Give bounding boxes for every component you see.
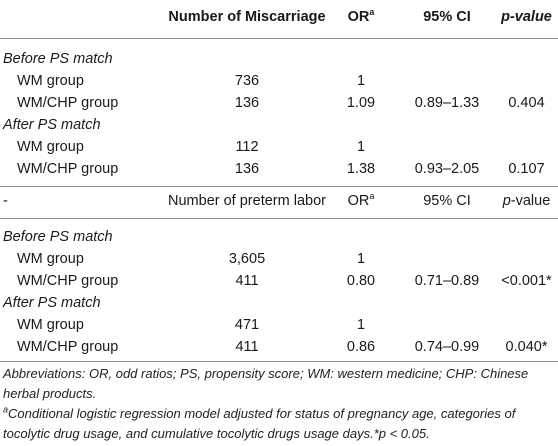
row-or: 1 <box>356 73 366 89</box>
subheader-number-preterm: Number of preterm labor <box>168 193 326 209</box>
section-after-ps-match: After PS match <box>3 117 101 133</box>
row-group: WM group <box>17 317 84 333</box>
section-label: After PS match <box>0 292 558 314</box>
table-row: WM group 112 1 <box>0 136 558 158</box>
table-row: WM group 736 1 <box>0 70 558 92</box>
row-or: 1 <box>356 317 366 333</box>
row-count: 736 <box>234 73 260 89</box>
row-count: 136 <box>234 95 260 111</box>
row-group: WM/CHP group <box>17 95 119 111</box>
subheader-rule <box>0 218 558 219</box>
row-pvalue: <0.001* <box>501 273 552 289</box>
row-or: 0.80 <box>346 273 376 289</box>
table-row: WM/CHP group 411 0.80 0.71–0.89 <0.001* <box>0 270 558 292</box>
section-label: Before PS match <box>0 226 558 248</box>
row-ci: 0.71–0.89 <box>414 273 480 289</box>
table-header: Number of Miscarriage ORa 95% CI p-value <box>0 6 558 28</box>
row-group: WM group <box>17 73 84 89</box>
subheader-or: ORa <box>336 190 386 212</box>
subheader-or-label: OR <box>347 193 370 209</box>
header-pvalue: p-value <box>501 9 552 25</box>
subheader-ci: 95% CI <box>423 193 471 209</box>
row-group: WM group <box>17 139 84 155</box>
table-row: WM group 471 1 <box>0 314 558 336</box>
table-row: WM/CHP group 136 1.38 0.93–2.05 0.107 <box>0 158 558 180</box>
section-label: After PS match <box>0 114 558 136</box>
row-ci: 0.93–2.05 <box>414 161 480 177</box>
section-before-ps-match: Before PS match <box>3 51 113 67</box>
section-rule <box>0 186 558 187</box>
row-count: 136 <box>234 161 260 177</box>
abbreviations-note: Abbreviations: OR, odd ratios; PS, prope… <box>3 366 529 401</box>
row-group: WM/CHP group <box>17 161 119 177</box>
header-number-miscarriage: Number of Miscarriage <box>168 9 326 25</box>
row-or: 1.09 <box>346 95 376 111</box>
row-ci: 0.74–0.99 <box>414 339 480 355</box>
footnote-sup: a <box>3 404 9 415</box>
subheader-pvalue: p-value <box>495 190 558 212</box>
section-label: Before PS match <box>0 48 558 70</box>
row-count: 3,605 <box>228 251 266 267</box>
header-or-sup: a <box>369 7 375 18</box>
bottom-rule <box>0 361 558 362</box>
row-count: 411 <box>235 339 259 355</box>
header-ci: 95% CI <box>423 9 471 25</box>
table-notes: Abbreviations: OR, odd ratios; PS, prope… <box>3 364 555 444</box>
header-or-label: OR <box>347 9 370 25</box>
row-pvalue: 0.404 <box>508 95 545 111</box>
subheader-p: p <box>502 193 511 209</box>
table-row: WM group 3,605 1 <box>0 248 558 270</box>
row-or: 0.86 <box>346 339 376 355</box>
header-or: ORa <box>336 6 386 28</box>
row-pvalue: 0.107 <box>508 161 545 177</box>
row-or: 1 <box>356 251 366 267</box>
row-count: 411 <box>235 273 259 289</box>
row-count: 112 <box>235 139 259 155</box>
row-pvalue: 0.040* <box>505 339 548 355</box>
row-group: WM/CHP group <box>17 339 119 355</box>
row-count: 471 <box>234 317 260 333</box>
subheader-or-sup: a <box>369 191 375 202</box>
row-ci: 0.89–1.33 <box>414 95 480 111</box>
subheader-dash: - <box>3 193 8 209</box>
section-after-ps-match: After PS match <box>3 295 101 311</box>
row-or: 1.38 <box>346 161 376 177</box>
table-row: WM/CHP group 136 1.09 0.89–1.33 0.404 <box>0 92 558 114</box>
table-subheader: - Number of preterm labor ORa 95% CI p-v… <box>0 190 558 212</box>
table-row: WM/CHP group 411 0.86 0.74–0.99 0.040* <box>0 336 558 358</box>
row-group: WM group <box>17 251 84 267</box>
row-or: 1 <box>356 139 366 155</box>
section-before-ps-match: Before PS match <box>3 229 113 245</box>
row-group: WM/CHP group <box>17 273 119 289</box>
footnote-a: aConditional logistic regression model a… <box>3 404 555 444</box>
subheader-value: -value <box>510 193 551 209</box>
footnote-text: Conditional logistic regression model ad… <box>3 406 516 441</box>
header-rule <box>0 38 558 39</box>
